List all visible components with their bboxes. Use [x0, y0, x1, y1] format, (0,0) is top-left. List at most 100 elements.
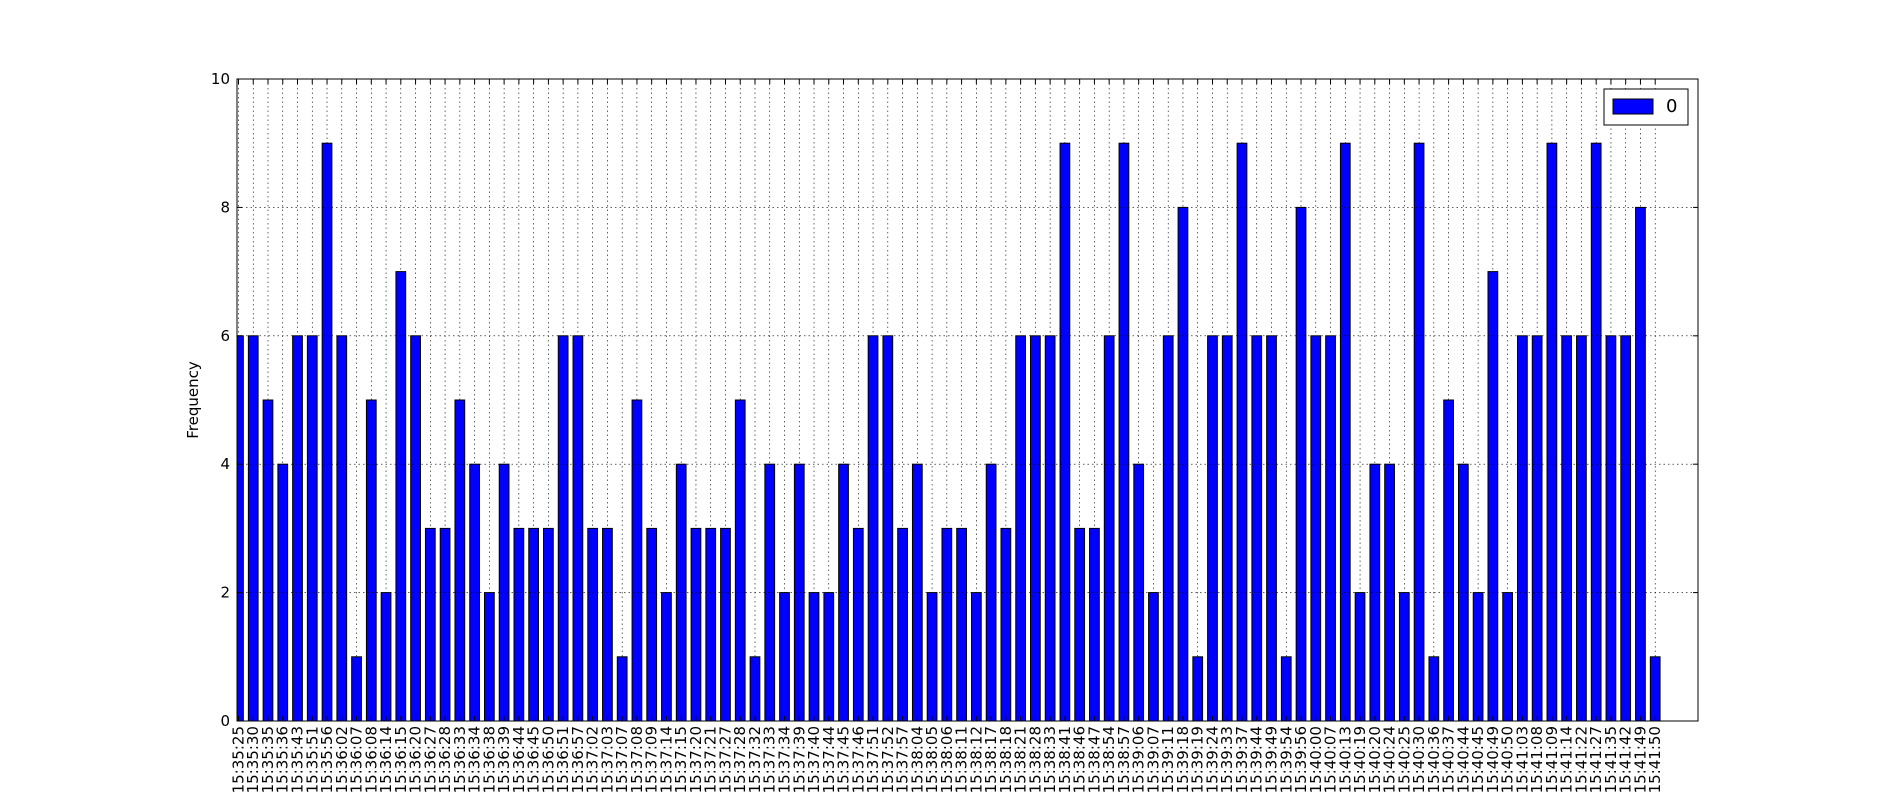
x-tick-label: 15:41:09: [1543, 726, 1561, 793]
x-tick-label: 15:38:47: [1085, 726, 1103, 793]
bar: [1443, 399, 1454, 721]
bar: [1339, 142, 1351, 721]
bar: [956, 527, 967, 721]
bar: [247, 335, 259, 721]
bar: [631, 399, 643, 721]
x-tick-label: 15:37:33: [761, 726, 779, 793]
x-tick-label: 15:37:32: [746, 726, 764, 793]
y-tick-label: 8: [220, 198, 230, 216]
x-tick-label: 15:36:39: [495, 726, 513, 793]
bar: [852, 527, 864, 721]
x-tick-label: 15:35:35: [259, 726, 277, 793]
bar: [1517, 335, 1528, 721]
bar: [1266, 335, 1277, 721]
bar: [1413, 142, 1425, 721]
bar: [410, 335, 421, 721]
bar: [690, 527, 702, 721]
bar: [1118, 142, 1130, 721]
x-tick-label: 15:41:14: [1558, 726, 1576, 793]
x-tick-label: 15:36:51: [554, 726, 572, 793]
bar: [351, 656, 362, 721]
plot-area: [237, 79, 1661, 721]
bar: [1074, 527, 1086, 721]
x-tick-label: 15:37:51: [864, 726, 882, 793]
x-tick-label: 15:36:38: [480, 726, 498, 793]
bar: [587, 527, 599, 721]
x-tick-label: 15:37:20: [687, 726, 705, 793]
x-tick-label: 15:36:08: [362, 726, 380, 793]
bar: [365, 399, 377, 721]
bar: [1620, 335, 1632, 721]
bar: [1280, 656, 1292, 721]
x-tick-label: 15:37:07: [613, 726, 631, 793]
bar: [1236, 142, 1248, 721]
x-tick-label: 15:41:22: [1572, 726, 1590, 793]
bar: [1325, 335, 1336, 721]
x-tick-label: 15:38:57: [1115, 726, 1133, 793]
bar: [572, 335, 584, 721]
x-tick-label: 15:39:54: [1277, 726, 1295, 793]
bar: [1310, 335, 1322, 721]
x-tick-label: 15:36:50: [539, 726, 557, 793]
x-tick-label: 15:39:33: [1218, 726, 1236, 793]
x-tick-label: 15:39:19: [1189, 726, 1207, 793]
bar: [237, 335, 244, 721]
bar: [1251, 335, 1263, 721]
y-tick-label: 6: [220, 327, 230, 345]
x-tick-label: 15:36:28: [436, 726, 454, 793]
x-tick-label: 15:37:39: [790, 726, 808, 793]
x-tick-label: 15:36:07: [348, 726, 366, 793]
x-tick-label: 15:35:30: [244, 726, 262, 793]
bar: [1369, 463, 1381, 721]
bar: [970, 592, 982, 721]
bar: [1044, 335, 1056, 721]
x-tick-label: 15:36:02: [333, 726, 351, 793]
bar: [1162, 335, 1174, 721]
x-tick-label: 15:40:45: [1469, 726, 1487, 793]
x-tick-label: 15:41:50: [1646, 726, 1664, 793]
x-tick-label: 15:41:35: [1602, 726, 1620, 793]
bar: [867, 335, 879, 721]
bar: [1457, 463, 1469, 721]
bar: [1148, 592, 1159, 721]
y-tick-label: 0: [220, 712, 230, 730]
x-tick-label: 15:37:03: [598, 726, 616, 793]
x-tick-label: 15:38:54: [1100, 726, 1118, 793]
x-tick-label: 15:37:52: [879, 726, 897, 793]
x-tick-label: 15:39:18: [1174, 726, 1192, 793]
x-tick-label: 15:38:04: [908, 726, 926, 793]
x-tick-label: 15:40:24: [1381, 726, 1399, 793]
x-tick-label: 15:40:37: [1440, 726, 1458, 793]
bar: [439, 527, 451, 721]
x-tick-label: 15:37:27: [716, 726, 734, 793]
bar: [336, 335, 348, 721]
x-tick-label: 15:37:09: [643, 726, 661, 793]
bar: [321, 142, 333, 721]
x-tick-label: 15:37:44: [820, 726, 838, 793]
y-tick-label: 10: [211, 70, 230, 88]
bar: [1546, 142, 1558, 721]
x-tick-label: 15:38:41: [1056, 726, 1074, 793]
bar: [1015, 335, 1026, 721]
x-tick-label: 15:35:43: [289, 726, 307, 793]
y-tick-label: 4: [220, 455, 230, 473]
bar: [469, 463, 480, 721]
x-tick-label: 15:40:49: [1484, 726, 1502, 793]
bar: [483, 592, 495, 721]
x-tick-label: 15:38:06: [938, 726, 956, 793]
bar: [838, 463, 849, 721]
x-tick-label: 15:39:49: [1263, 726, 1281, 793]
legend-swatch: [1612, 98, 1654, 115]
x-tick-label: 15:38:17: [982, 726, 1000, 793]
bar: [528, 527, 539, 721]
x-tick-label: 15:40:20: [1366, 726, 1384, 793]
bar: [1207, 335, 1218, 721]
bar: [779, 592, 790, 721]
bar: [380, 592, 392, 721]
bar: [1398, 592, 1410, 721]
x-tick-label: 15:36:15: [392, 726, 410, 793]
x-tick-label: 15:38:28: [1026, 726, 1044, 793]
x-tick-label: 15:35:25: [229, 726, 247, 793]
x-tick-label: 15:40:30: [1410, 726, 1428, 793]
